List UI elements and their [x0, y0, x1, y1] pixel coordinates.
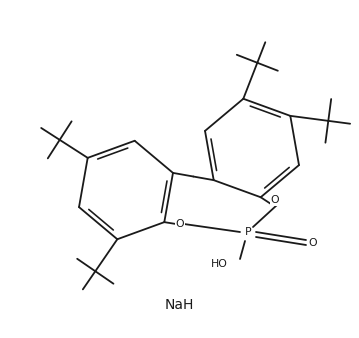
Text: HO: HO	[211, 259, 228, 269]
Text: NaH: NaH	[164, 298, 194, 312]
Text: O: O	[271, 195, 279, 205]
Text: O: O	[309, 238, 317, 248]
Text: P: P	[245, 227, 251, 237]
Text: O: O	[176, 219, 184, 229]
